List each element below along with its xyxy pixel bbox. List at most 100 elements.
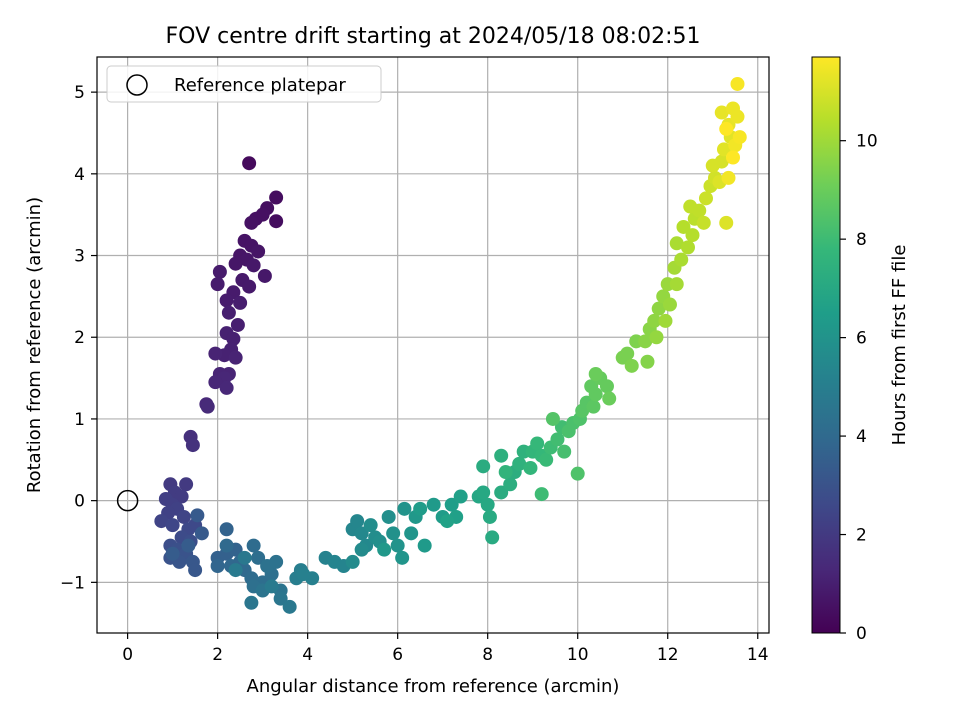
scatter-point bbox=[730, 76, 745, 91]
x-axis-label: Angular distance from reference (arcmin) bbox=[247, 676, 620, 697]
scatter-point bbox=[246, 538, 261, 553]
colorbar-tick-label: 8 bbox=[856, 230, 867, 250]
scatter-point bbox=[476, 459, 491, 474]
scatter-point bbox=[179, 477, 194, 492]
scatter-point bbox=[588, 367, 603, 382]
scatter-point bbox=[273, 591, 288, 606]
colorbar-tick-label: 0 bbox=[856, 624, 867, 644]
scatter-point bbox=[269, 214, 284, 229]
colorbar-tick-label: 2 bbox=[856, 526, 867, 546]
scatter-point bbox=[658, 313, 673, 328]
scatter-point bbox=[570, 466, 585, 481]
scatter-point bbox=[730, 109, 745, 124]
scatter-point bbox=[390, 538, 405, 553]
scatter-point bbox=[228, 563, 243, 578]
scatter-point bbox=[444, 497, 459, 512]
scatter-point bbox=[550, 432, 565, 447]
scatter-point bbox=[714, 105, 729, 120]
scatter-point bbox=[440, 514, 455, 529]
colorbar-tick-label: 10 bbox=[856, 132, 878, 152]
scatter-point bbox=[237, 550, 252, 565]
scatter-point bbox=[395, 550, 410, 565]
data-points bbox=[116, 76, 747, 614]
y-tick-label: 0 bbox=[74, 492, 85, 512]
scatter-point bbox=[692, 203, 707, 218]
scatter-point bbox=[219, 380, 234, 395]
scatter-point bbox=[494, 448, 509, 463]
y-axis-label: Rotation from reference (arcmin) bbox=[24, 197, 45, 493]
scatter-point bbox=[242, 279, 257, 294]
scatter-point bbox=[212, 264, 227, 279]
y-tick-label: 1 bbox=[74, 410, 85, 430]
scatter-point bbox=[680, 240, 695, 255]
scatter-point bbox=[296, 567, 311, 582]
scatter-point bbox=[586, 399, 601, 414]
scatter-point bbox=[476, 485, 491, 500]
y-tick-label: 5 bbox=[74, 83, 85, 103]
scatter-point bbox=[251, 244, 266, 259]
scatter-point bbox=[669, 277, 684, 292]
scatter-point bbox=[269, 190, 284, 205]
scatter-point bbox=[257, 268, 272, 283]
scatter-point bbox=[662, 297, 677, 312]
scatter-point bbox=[345, 554, 360, 569]
x-tick-label: 10 bbox=[567, 645, 589, 665]
scatter-point bbox=[404, 526, 419, 541]
scatter-point bbox=[194, 526, 209, 541]
scatter-point bbox=[498, 465, 513, 480]
legend-box bbox=[106, 65, 382, 103]
scatter-point bbox=[221, 305, 236, 320]
scatter-point bbox=[208, 346, 223, 361]
legend-marker-reference bbox=[126, 74, 148, 96]
scatter-point bbox=[154, 514, 169, 529]
scatter-point bbox=[651, 301, 666, 316]
scatter-point bbox=[494, 485, 509, 500]
scatter-point bbox=[676, 219, 691, 234]
scatter-point bbox=[244, 595, 259, 610]
scatter-point bbox=[264, 579, 279, 594]
scatter-point bbox=[545, 411, 560, 426]
x-axis-ticks: 0 2 4 6 8 10 12 14 bbox=[122, 633, 769, 665]
scatter-point bbox=[557, 444, 572, 459]
scatter-point bbox=[624, 358, 639, 373]
scatter-point bbox=[647, 313, 662, 328]
scatter-point bbox=[377, 542, 392, 557]
scatter-point bbox=[230, 317, 245, 332]
scatter-point bbox=[386, 526, 401, 541]
x-tick-label: 4 bbox=[302, 645, 313, 665]
scatter-point bbox=[226, 331, 241, 346]
scatter-point bbox=[185, 438, 200, 453]
y-tick-label: 3 bbox=[74, 247, 85, 267]
scatter-point bbox=[696, 215, 711, 230]
scatter-point bbox=[181, 538, 196, 553]
x-tick-label: 14 bbox=[747, 645, 769, 665]
scatter-point bbox=[685, 228, 700, 243]
colorbar-ticks: 0 2 4 6 8 10 bbox=[840, 132, 878, 644]
scatter-point bbox=[354, 542, 369, 557]
colorbar-label: Hours from first FF file bbox=[889, 245, 910, 446]
scatter-point bbox=[719, 121, 734, 136]
x-tick-label: 6 bbox=[392, 645, 403, 665]
y-axis-ticks: −1 0 1 2 3 4 5 bbox=[60, 83, 97, 593]
scatter-point bbox=[246, 258, 261, 273]
gridlines bbox=[97, 57, 769, 633]
scatter-point bbox=[453, 489, 468, 504]
legend: Reference platepar bbox=[106, 65, 382, 103]
scatter-point bbox=[523, 460, 538, 475]
scatter-point bbox=[716, 142, 731, 157]
scatter-point bbox=[674, 252, 689, 267]
scatter-point bbox=[165, 518, 180, 533]
scatter-point bbox=[599, 379, 614, 394]
scatter-point bbox=[228, 256, 243, 271]
scatter-point bbox=[381, 509, 396, 524]
scatter-point bbox=[669, 236, 684, 251]
scatter-point bbox=[397, 501, 412, 516]
x-tick-label: 0 bbox=[122, 645, 133, 665]
scatter-point bbox=[244, 215, 259, 230]
scatter-point bbox=[485, 530, 500, 545]
chart-title: FOV centre drift starting at 2024/05/18 … bbox=[166, 24, 701, 49]
reference-platepar-marker bbox=[116, 489, 139, 512]
scatter-point bbox=[242, 156, 257, 171]
scatter-point bbox=[640, 354, 655, 369]
